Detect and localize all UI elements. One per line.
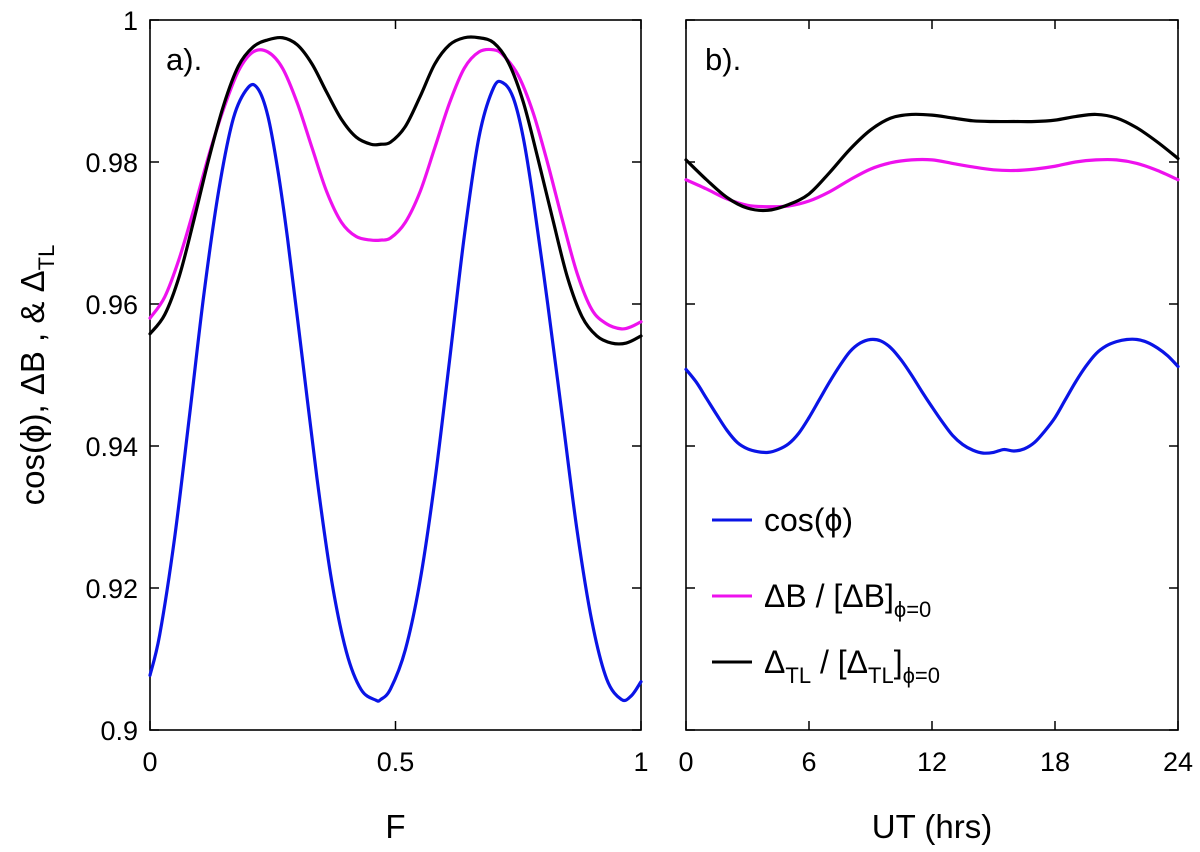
legend-deltatl-c-sub: ϕ=0 [903, 663, 940, 688]
panel-b-axes-box [685, 19, 1179, 731]
panel-a-ytick-label: 0.94 [85, 432, 138, 462]
panel-a-xtick-label: 0 [142, 747, 157, 777]
panel-b-series-delta-tl-line [684, 112, 1180, 213]
panel-a-series-cos-phi-line [148, 79, 643, 703]
panel-b-xtick-label: 18 [1040, 747, 1070, 777]
panel-b-series [684, 112, 1180, 455]
panel-a-series-delta-tl-line [148, 35, 643, 346]
panel-a-ticks: 0 0.5 1 0.9 0.92 0.94 0.96 0.98 1 [85, 6, 648, 777]
legend-deltatl-a-sub: TL [785, 663, 811, 688]
legend-entry-deltatl: ΔTL / [ΔTL]ϕ=0 [764, 644, 940, 688]
legend-deltatl-b-sub: TL [868, 663, 894, 688]
y-axis-label: cos(ϕ), ΔB , & ΔTL [14, 245, 59, 506]
legend-entry-deltab: ΔB / [ΔB]ϕ=0 [764, 578, 931, 622]
panel-a: 0 0.5 1 0.9 0.92 0.94 0.96 0.98 1 a). F cos(ϕ), … [14, 6, 649, 845]
panel-a-xtick-label: 1 [633, 747, 648, 777]
panel-b-xlabel: UT (hrs) [872, 808, 992, 845]
panel-a-ytick-label: 1 [123, 6, 138, 36]
panel-a-xtick-label: 0.5 [377, 747, 415, 777]
panel-b-series-cos-phi-line [684, 337, 1180, 455]
panel-b-xtick-label: 0 [678, 747, 693, 777]
panel-a-ytick-label: 0.92 [85, 574, 138, 604]
panel-a-series [148, 35, 643, 703]
panel-a-ytick-label: 0.9 [100, 716, 138, 746]
panel-a-ytick-label: 0.98 [85, 148, 138, 178]
legend: cos(ϕ) ΔB / [ΔB]ϕ=0 ΔTL / [ΔTL]ϕ=0 [712, 502, 940, 688]
y-axis-label-sub: TL [34, 245, 59, 271]
panel-b-series-delta-b-line [684, 157, 1180, 209]
panel-b-xtick-label: 6 [801, 747, 816, 777]
panel-a-xlabel: F [385, 808, 405, 845]
panel-a-series-delta-b-line [148, 47, 643, 331]
panel-a-ytick-label: 0.96 [85, 290, 138, 320]
legend-deltatl-c: ] [894, 644, 903, 680]
panel-a-axes-box [149, 19, 642, 731]
legend-deltatl-a: Δ [764, 644, 785, 680]
legend-deltab-main: ΔB / [ΔB] [764, 578, 894, 614]
y-axis-label-main: cos(ϕ), ΔB , & Δ [14, 270, 51, 505]
panel-b-xtick-label: 24 [1163, 747, 1193, 777]
panel-b-label: b). [705, 42, 741, 77]
panel-a-label: a). [166, 42, 202, 77]
legend-deltatl-b: / [Δ [811, 644, 868, 680]
panel-b: 0 6 12 18 24 b). UT (hrs) cos(ϕ) ΔB / [ΔB]ϕ=… [678, 19, 1193, 845]
legend-entry-cos: cos(ϕ) [764, 502, 853, 538]
legend-deltab-sub: ϕ=0 [894, 597, 931, 622]
panel-b-xtick-label: 12 [917, 747, 947, 777]
